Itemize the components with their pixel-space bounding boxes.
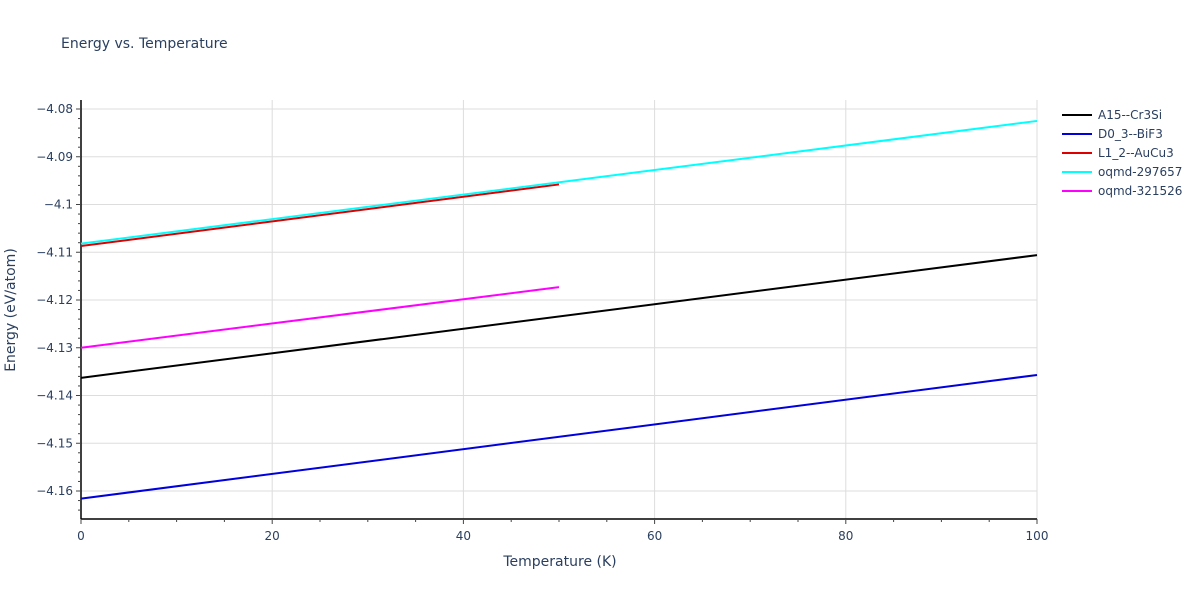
legend-label: L1_2--AuCu3 [1098, 145, 1174, 160]
legend-label: D0_3--BiF3 [1098, 126, 1163, 141]
legend-label: oqmd-297657 [1098, 164, 1183, 179]
x-tick-label: 0 [77, 529, 85, 543]
gridlines [81, 100, 1038, 519]
series-line-D0_3--BiF3[interactable] [80, 373, 1038, 500]
x-tick-label: 100 [1026, 529, 1049, 543]
legend-swatch-icon [1062, 132, 1092, 135]
legend-label: A15--Cr3Si [1098, 107, 1163, 122]
axes: −4.08 −4.09 −4.1 −4.11 −4.12 −4.13 −4.14 −4.15 −… [36, 100, 1048, 543]
x-tick-label: 60 [647, 529, 662, 543]
y-tick-label: −4.11 [36, 245, 73, 259]
chart-title: Energy vs. Temperature [61, 36, 228, 52]
legend: A15--Cr3Si D0_3--BiF3 L1_2--AuCu3 oqmd-2976… [1062, 105, 1182, 200]
series-line-oqmd-321526[interactable] [80, 286, 560, 349]
y-tick-label: −4.1 [44, 198, 73, 212]
x-tick-label: 20 [265, 529, 280, 543]
legend-item[interactable]: D0_3--BiF3 [1062, 124, 1182, 143]
x-tick-label: 40 [456, 529, 471, 543]
series-line-A15--Cr3Si[interactable] [80, 254, 1038, 379]
legend-item[interactable]: oqmd-321526 [1062, 181, 1182, 200]
y-tick-label: −4.15 [36, 436, 73, 450]
x-axis-label: Temperature (K) [503, 554, 617, 570]
y-tick-label: −4.14 [36, 389, 73, 403]
y-tick-label: −4.12 [36, 293, 73, 307]
legend-swatch-icon [1062, 170, 1092, 173]
y-tick-label: −4.08 [36, 102, 73, 116]
y-tick-label: −4.09 [36, 150, 73, 164]
legend-swatch-icon [1062, 113, 1092, 116]
x-tick-label: 80 [838, 529, 853, 543]
legend-item[interactable]: oqmd-297657 [1062, 162, 1182, 181]
series-lines [80, 119, 1038, 500]
y-tick-label: −4.13 [36, 341, 73, 355]
series-line-oqmd-297657[interactable] [80, 119, 1038, 245]
legend-swatch-icon [1062, 151, 1092, 154]
legend-label: oqmd-321526 [1098, 183, 1183, 198]
series-line-L1_2--AuCu3[interactable] [80, 183, 560, 248]
legend-item[interactable]: A15--Cr3Si [1062, 105, 1182, 124]
legend-swatch-icon [1062, 189, 1092, 192]
legend-item[interactable]: L1_2--AuCu3 [1062, 143, 1182, 162]
y-tick-label: −4.16 [36, 484, 73, 498]
